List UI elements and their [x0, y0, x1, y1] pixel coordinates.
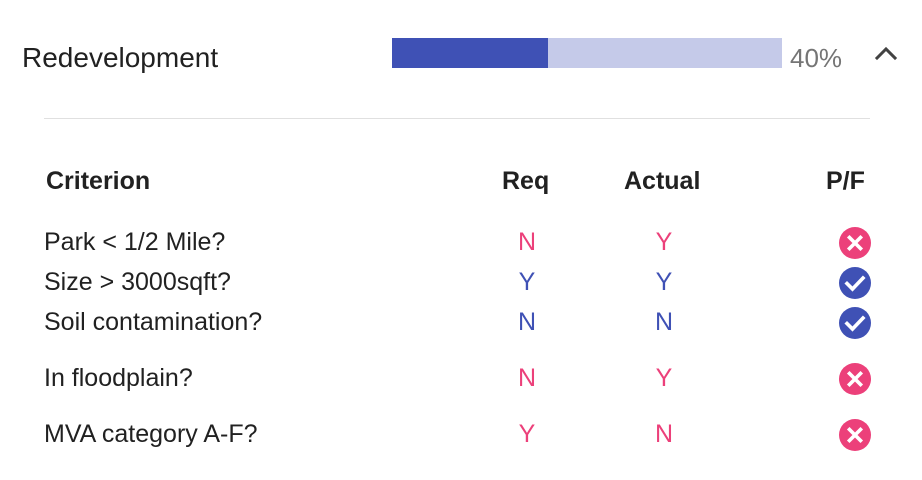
criterion-label: Park < 1/2 Mile? [44, 228, 226, 256]
chevron-up-icon [874, 46, 898, 61]
actual-value: Y [655, 268, 673, 296]
actual-value: N [654, 308, 674, 336]
header-pf: P/F [826, 167, 865, 195]
header-req: Req [502, 167, 550, 195]
table-row: MVA category A-F? Y N [0, 414, 922, 454]
table-row: In floodplain? N Y [0, 358, 922, 398]
fail-x-icon [838, 418, 872, 452]
progress-bar [392, 38, 782, 68]
req-value: N [517, 364, 537, 392]
req-value: Y [518, 268, 536, 296]
fail-x-icon [838, 226, 872, 260]
pass-check-icon [838, 306, 872, 340]
pass-check-icon [838, 266, 872, 300]
table-row: Park < 1/2 Mile? N Y [0, 222, 922, 262]
fail-x-icon [838, 362, 872, 396]
header-actual: Actual [624, 167, 701, 195]
actual-value: Y [655, 228, 673, 256]
header-criterion: Criterion [46, 167, 151, 195]
collapse-button[interactable] [868, 36, 904, 72]
actual-value: Y [655, 364, 673, 392]
section-divider [44, 118, 870, 119]
section-header[interactable]: Redevelopment 40% [0, 0, 922, 118]
req-value: N [517, 228, 537, 256]
progress-fill [392, 38, 548, 68]
actual-value: N [654, 420, 674, 448]
criterion-label: MVA category A-F? [44, 420, 258, 448]
section-title: Redevelopment [22, 42, 219, 73]
table-row: Size > 3000sqft? Y Y [0, 262, 922, 302]
progress-percent: 40% [790, 43, 843, 73]
table-row: Soil contamination? N N [0, 302, 922, 342]
criterion-label: Size > 3000sqft? [44, 268, 231, 296]
criterion-label: In floodplain? [44, 364, 193, 392]
req-value: N [517, 308, 537, 336]
criterion-label: Soil contamination? [44, 308, 263, 336]
req-value: Y [518, 420, 536, 448]
